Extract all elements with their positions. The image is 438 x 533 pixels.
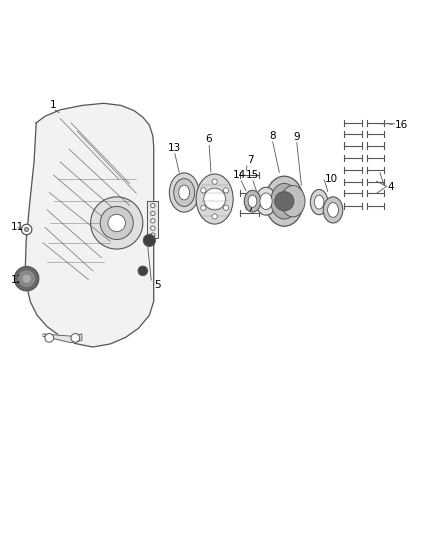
Ellipse shape (260, 193, 272, 209)
Ellipse shape (271, 183, 298, 219)
Text: 11: 11 (11, 222, 24, 232)
Circle shape (201, 205, 206, 211)
Circle shape (23, 275, 30, 282)
Circle shape (223, 188, 229, 193)
Circle shape (151, 219, 155, 223)
Circle shape (151, 211, 155, 215)
Ellipse shape (281, 185, 305, 217)
Text: 15: 15 (245, 170, 259, 180)
Circle shape (201, 188, 206, 193)
Circle shape (151, 226, 155, 230)
Circle shape (25, 228, 29, 232)
Polygon shape (43, 334, 82, 343)
Text: 1: 1 (49, 100, 56, 110)
Text: 9: 9 (293, 132, 300, 142)
Text: 6: 6 (206, 134, 212, 144)
Circle shape (45, 334, 53, 342)
Ellipse shape (323, 197, 343, 223)
Circle shape (14, 266, 39, 291)
Text: 12: 12 (11, 276, 24, 286)
Polygon shape (25, 103, 154, 347)
Text: 5: 5 (154, 280, 160, 290)
Text: 4: 4 (388, 182, 394, 192)
Circle shape (108, 214, 125, 232)
Circle shape (138, 266, 148, 276)
Circle shape (223, 205, 229, 211)
Circle shape (151, 204, 155, 208)
Ellipse shape (248, 195, 257, 207)
Circle shape (275, 192, 294, 211)
Text: 10: 10 (325, 174, 338, 184)
Circle shape (151, 233, 155, 237)
Ellipse shape (174, 179, 194, 206)
Circle shape (212, 179, 217, 184)
Text: 16: 16 (395, 120, 408, 130)
Ellipse shape (328, 203, 339, 217)
Text: 7: 7 (247, 155, 254, 165)
Ellipse shape (311, 189, 328, 215)
Ellipse shape (314, 195, 324, 209)
Text: 8: 8 (269, 131, 276, 141)
Circle shape (143, 235, 155, 246)
Circle shape (212, 214, 217, 219)
Circle shape (100, 206, 133, 239)
Text: 13: 13 (168, 143, 181, 152)
Text: 14: 14 (233, 170, 247, 180)
Circle shape (91, 197, 143, 249)
Polygon shape (147, 201, 158, 238)
Ellipse shape (244, 190, 261, 212)
Ellipse shape (179, 185, 190, 200)
Text: 7: 7 (247, 203, 254, 213)
Circle shape (21, 224, 32, 235)
Ellipse shape (255, 187, 276, 215)
Ellipse shape (196, 174, 233, 224)
Circle shape (204, 188, 226, 210)
Ellipse shape (265, 176, 304, 226)
Circle shape (71, 334, 80, 342)
Ellipse shape (170, 173, 199, 212)
Circle shape (19, 271, 35, 287)
